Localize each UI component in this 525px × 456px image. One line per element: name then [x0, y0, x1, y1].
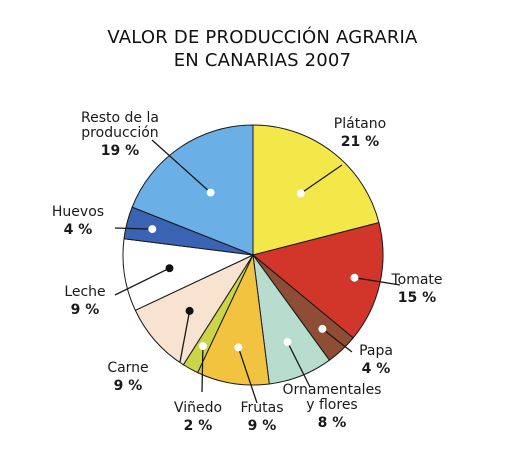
slice-value-frutas: 9 % [248, 418, 277, 434]
slice-marker-resto-de-la-produccion [206, 188, 215, 197]
slice-value-papa: 4 % [362, 361, 391, 377]
slice-label-carne: Carne [107, 360, 148, 376]
leader-line-papa [322, 328, 353, 353]
slice-label-platano: Plátano [334, 116, 386, 132]
slice-marker-ornamentales-y-flores [283, 338, 292, 346]
slice-label-ornamentales-y-flores-line-1: Ornamentales [283, 382, 382, 398]
slice-label-resto-de-la-produccion-line-1: Resto de la [81, 110, 159, 126]
leader-lines [114, 139, 401, 404]
leader-line-ornamentales-y-flores [286, 341, 311, 388]
slice-marker-huevos [148, 225, 157, 234]
slice-label-tomate: Tomate [390, 272, 442, 288]
slice-marker-leche [165, 264, 174, 273]
slice-value-tomate: 15 % [398, 290, 436, 306]
slice-marker-frutas [234, 343, 243, 352]
slice-marker-tomate [350, 273, 359, 282]
slice-label-leche: Leche [64, 284, 105, 300]
slice-label-frutas: Frutas [240, 400, 283, 416]
slice-label-papa: Papa [359, 343, 393, 359]
leader-line-resto-de-la-produccion [151, 139, 212, 194]
chart-title-line-2: EN CANARIAS 2007 [173, 50, 352, 71]
slice-resto-de-la-produccion [131, 124, 254, 256]
leader-line-platano [300, 164, 343, 194]
slice-marker-carne [185, 306, 194, 315]
slice-value-resto-de-la-produccion: 19 % [101, 143, 139, 159]
slice-value-leche: 9 % [71, 302, 100, 318]
slice-value-vinedo: 2 % [184, 418, 213, 434]
slice-marker-vinedo [198, 342, 207, 351]
slice-label-ornamentales-y-flores-line-2: y flores [306, 397, 357, 413]
slice-label-huevos: Huevos [52, 204, 104, 220]
slice-marker-papa [318, 324, 327, 333]
leader-line-carne [179, 310, 191, 363]
slice-value-ornamentales-y-flores: 8 % [318, 415, 347, 431]
slice-platano [252, 124, 380, 256]
chart-title: VALOR DE PRODUCCIÓN AGRARIA EN CANARIAS … [0, 26, 525, 72]
leader-line-huevos [114, 227, 153, 230]
slice-value-huevos: 4 % [64, 222, 93, 238]
leader-line-vinedo [201, 346, 204, 393]
chart-title-line-1: VALOR DE PRODUCCIÓN AGRARIA [107, 27, 418, 48]
slice-tomate [251, 222, 384, 339]
slice-marker-platano [296, 189, 305, 198]
slice-label-resto-de-la-produccion-line-2: producción [81, 125, 158, 141]
leader-line-tomate [354, 277, 401, 286]
leader-line-frutas [237, 347, 258, 404]
pie-slices [122, 124, 384, 386]
slice-value-carne: 9 % [114, 378, 143, 394]
leader-line-leche [114, 267, 170, 296]
slice-labels: Plátano 21 % Tomate 15 % Papa 4 % Ornamentales… [52, 110, 443, 434]
slice-label-vinedo: Viñedo [174, 400, 222, 416]
slice-value-platano: 21 % [341, 134, 379, 150]
